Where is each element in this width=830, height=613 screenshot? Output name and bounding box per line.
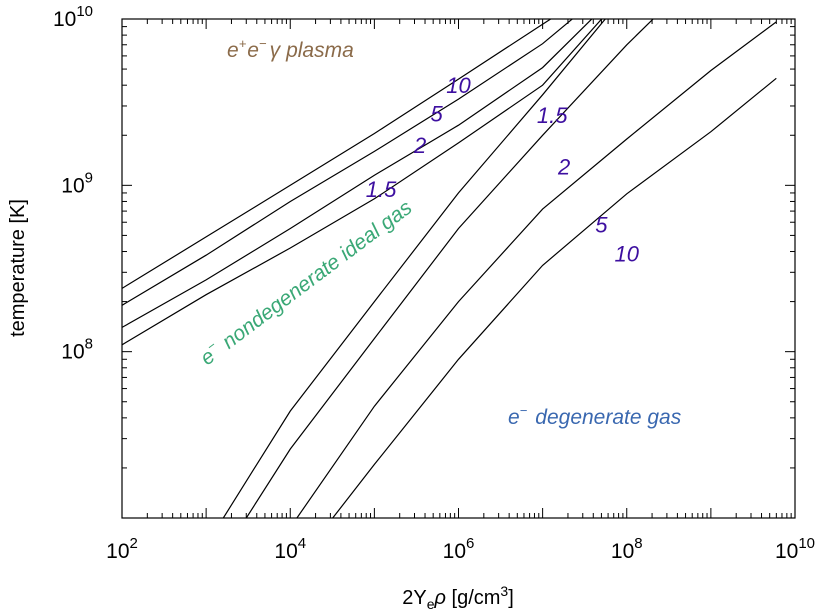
contour-line-4 bbox=[122, 19, 603, 346]
contour-line-8 bbox=[332, 77, 777, 518]
contour-value-label: 10 bbox=[446, 73, 471, 98]
region-label-nondegenerate: e−nondegenerate ideal gas bbox=[194, 193, 416, 370]
contour-lines bbox=[122, 19, 777, 518]
x-tick-label: 108 bbox=[611, 535, 643, 563]
contour-line-2 bbox=[122, 19, 574, 306]
contour-value-label: 2 bbox=[413, 133, 426, 158]
x-axis-title: 2Yeρ [g/cm3] bbox=[402, 583, 514, 612]
contour-value-label: 2 bbox=[557, 154, 570, 179]
contour-line-6 bbox=[245, 19, 654, 518]
y-tick-label: 109 bbox=[61, 169, 93, 197]
contour-value-label: 1.5 bbox=[366, 177, 397, 202]
y-tick-label: 1010 bbox=[53, 3, 93, 31]
x-tick-label: 106 bbox=[443, 535, 475, 563]
x-tick-label: 1010 bbox=[775, 535, 815, 563]
contour-line-3 bbox=[122, 19, 593, 328]
contour-value-label: 1.5 bbox=[537, 103, 568, 128]
y-axis-title: temperature [K] bbox=[7, 199, 29, 337]
x-tick-label: 102 bbox=[106, 535, 138, 563]
x-tick-label: 104 bbox=[274, 535, 306, 563]
y-tick-label: 108 bbox=[61, 336, 93, 364]
contour-value-label: 5 bbox=[595, 213, 608, 238]
region-label-plasma: e+e− γ plasma bbox=[227, 36, 354, 62]
contour-value-label: 10 bbox=[615, 241, 640, 266]
contour-line-7 bbox=[296, 21, 777, 518]
contour-line-5 bbox=[222, 19, 607, 518]
region-label-degenerate: e− degenerate gas bbox=[508, 403, 682, 429]
contour-value-label: 5 bbox=[431, 102, 444, 127]
axis-ticks bbox=[121, 19, 796, 519]
